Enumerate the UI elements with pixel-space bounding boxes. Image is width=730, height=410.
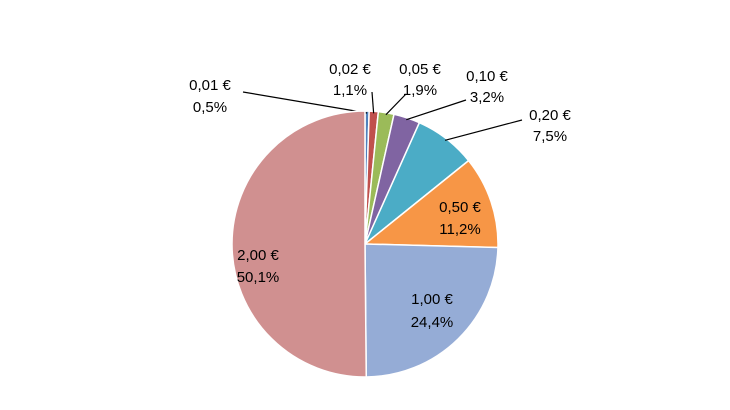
slice-category-label: 2,00 € bbox=[237, 247, 279, 264]
pie-slice bbox=[364, 243, 499, 378]
slice-value-label: 50,1% bbox=[237, 269, 280, 286]
slice-value-label: 1,1% bbox=[333, 82, 367, 99]
leader-line bbox=[242, 91, 368, 114]
slice-category-label: 0,01 € bbox=[189, 77, 231, 94]
slice-value-label: 11,2% bbox=[439, 221, 480, 238]
slice-category-label: 1,00 € bbox=[411, 291, 453, 308]
slice-value-label: 0,5% bbox=[193, 99, 227, 116]
pie-slice bbox=[231, 110, 368, 378]
leader-line bbox=[371, 91, 375, 114]
slice-category-label: 0,02 € bbox=[329, 61, 371, 78]
slice-value-label: 1,9% bbox=[403, 82, 437, 99]
leader-line bbox=[385, 93, 407, 116]
slice-value-label: 7,5% bbox=[533, 128, 567, 145]
slice-category-label: 0,20 € bbox=[529, 107, 571, 124]
leader-line bbox=[406, 99, 467, 121]
slice-category-label: 0,10 € bbox=[466, 68, 508, 85]
slice-value-label: 3,2% bbox=[470, 89, 504, 106]
slice-value-label: 24,4% bbox=[411, 314, 454, 331]
slice-category-label: 0,50 € bbox=[439, 199, 481, 216]
slice-category-label: 0,05 € bbox=[399, 61, 441, 78]
leader-line bbox=[444, 119, 523, 141]
pie-slice bbox=[362, 159, 499, 249]
